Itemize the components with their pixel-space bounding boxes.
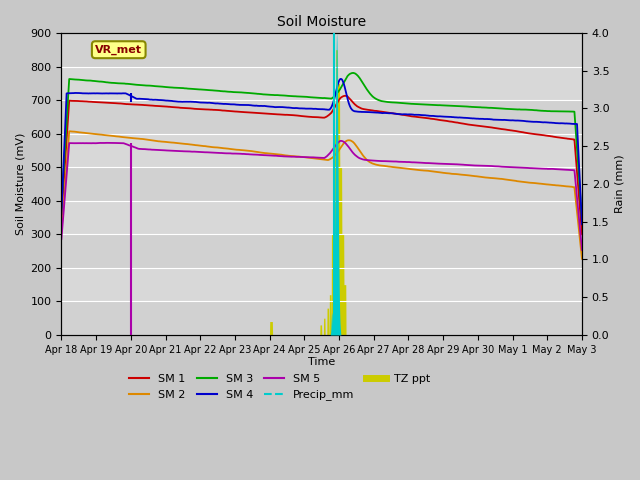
Text: VR_met: VR_met	[95, 45, 142, 55]
Y-axis label: Rain (mm): Rain (mm)	[615, 155, 625, 213]
Bar	[61, 301, 582, 335]
Title: Soil Moisture: Soil Moisture	[277, 15, 366, 29]
Y-axis label: Soil Moisture (mV): Soil Moisture (mV)	[15, 133, 25, 235]
Bar	[61, 167, 582, 201]
Bar	[61, 234, 582, 268]
Bar	[61, 100, 582, 133]
X-axis label: Time: Time	[308, 358, 335, 368]
Bar	[61, 33, 582, 67]
Legend: SM 1, SM 2, SM 3, SM 4, SM 5, Precip_mm, TZ ppt: SM 1, SM 2, SM 3, SM 4, SM 5, Precip_mm,…	[125, 370, 435, 405]
